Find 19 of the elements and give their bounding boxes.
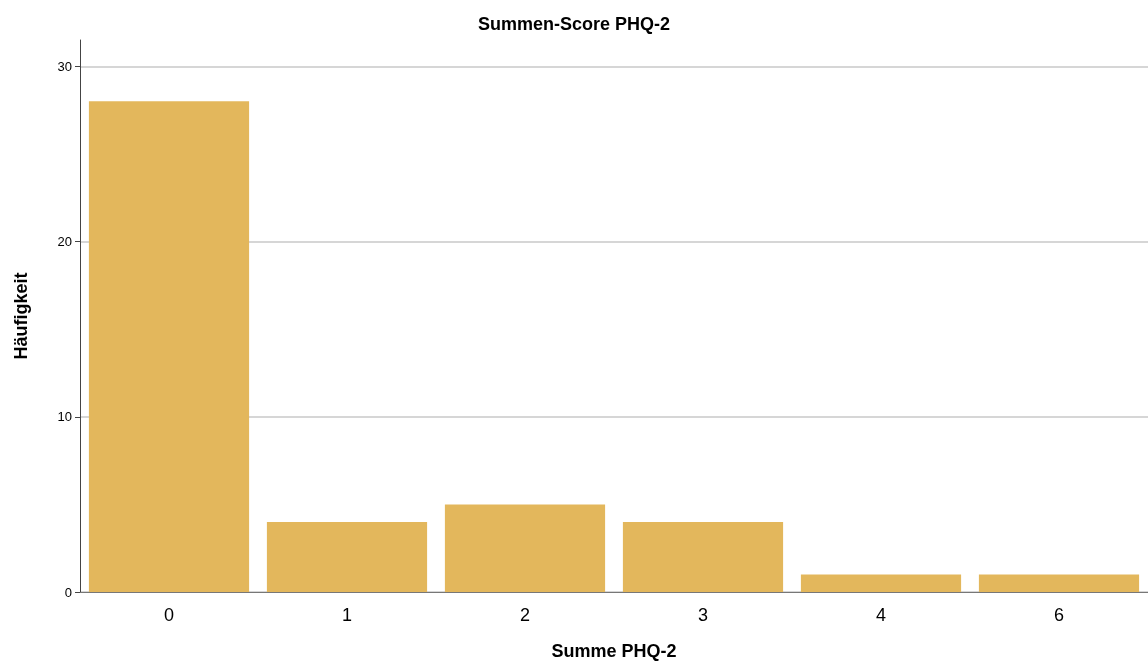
chart-title: Summen-Score PHQ-2	[477, 14, 671, 34]
x-axis-title: Summe PHQ-2	[551, 641, 677, 661]
x-tick-label: 1	[341, 605, 353, 625]
bar	[88, 101, 250, 592]
y-axis-title: Häufigkeit	[11, 272, 31, 360]
y-tick-label: 20	[57, 234, 72, 250]
x-tick-label: 0	[163, 605, 175, 625]
bar	[444, 504, 606, 592]
y-tick-label: 30	[57, 58, 72, 74]
y-tick-label: 10	[57, 409, 72, 425]
x-tick-label: 6	[1053, 605, 1065, 625]
x-tick-label: 3	[697, 605, 709, 625]
bar	[978, 574, 1140, 592]
bar	[266, 521, 428, 592]
bar	[800, 574, 962, 592]
bar	[622, 521, 784, 592]
y-tick-label: 0	[64, 584, 72, 600]
x-tick-label: 2	[519, 605, 531, 625]
x-tick-label: 4	[875, 605, 887, 625]
